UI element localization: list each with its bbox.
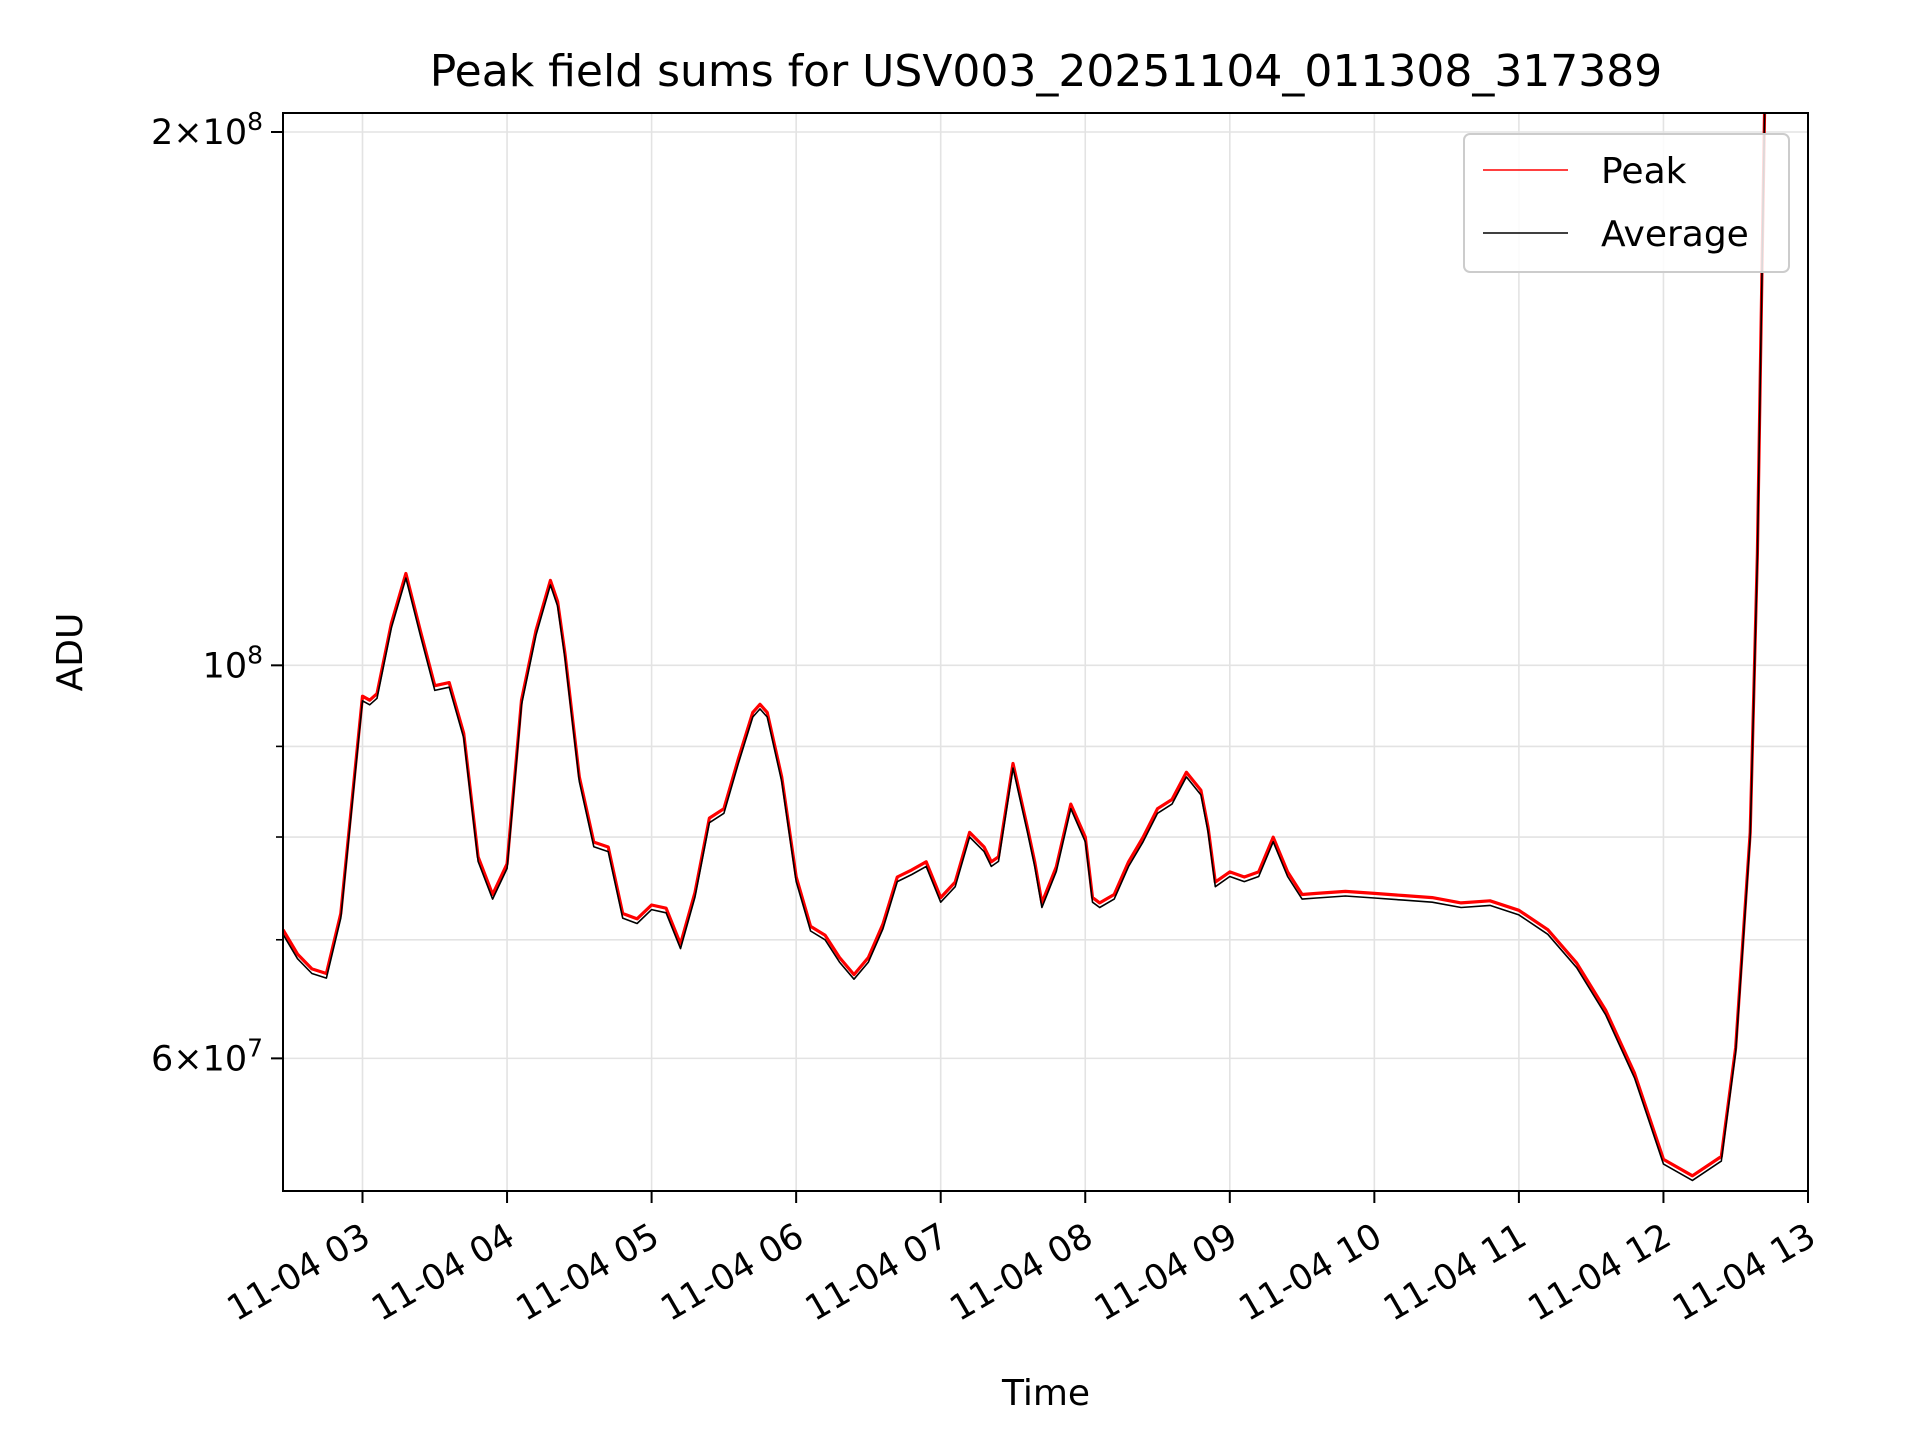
x-axis-label: Time xyxy=(1001,1373,1090,1414)
plot-series-group xyxy=(283,113,1767,1182)
grid-lines xyxy=(283,113,1808,1191)
y-tick-label: 6×107 xyxy=(151,1033,263,1079)
axes-frame xyxy=(282,112,1809,1192)
series-line-peak xyxy=(283,113,1767,1178)
legend-peak-label: Peak xyxy=(1601,151,1687,192)
chart-title: Peak field sums for USV003_20251104_0113… xyxy=(430,46,1663,97)
y-axis: 6×107 108 2×108 xyxy=(151,107,283,1079)
y-tick-label: 2×108 xyxy=(151,107,263,153)
legend-box xyxy=(1463,133,1790,273)
y-tick-label: 108 xyxy=(203,640,263,686)
series-line-average xyxy=(283,113,1766,1182)
legend-average-label: Average xyxy=(1601,214,1749,255)
legend: Peak Average xyxy=(1463,133,1790,273)
y-axis-label: ADU xyxy=(50,613,91,692)
